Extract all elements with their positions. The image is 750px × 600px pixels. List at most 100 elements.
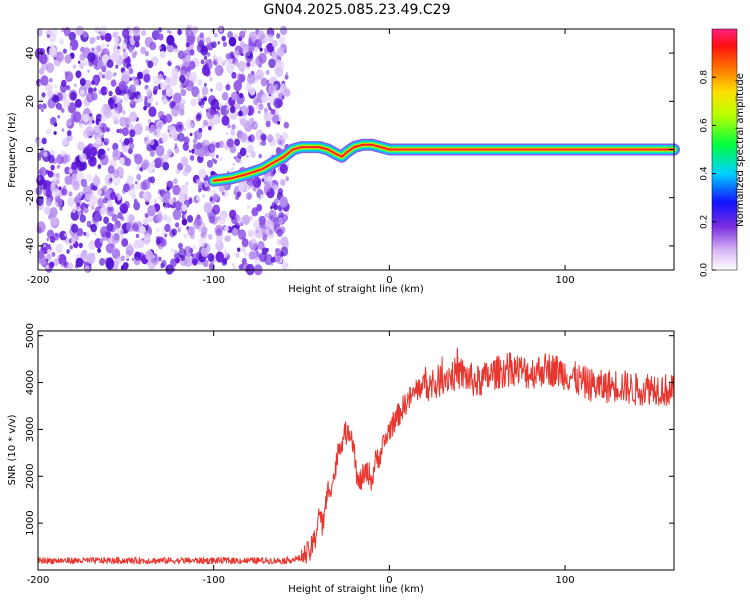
noise-blob [109, 73, 114, 78]
noise-blob [209, 76, 213, 82]
noise-blob [96, 188, 103, 196]
noise-blob [259, 220, 265, 229]
x-tick-label: -200 [27, 275, 50, 286]
noise-blob [52, 188, 60, 197]
noise-blob [232, 115, 235, 120]
noise-blob [120, 265, 125, 270]
noise-blob [285, 72, 289, 76]
noise-blob [125, 123, 129, 128]
noise-blob [226, 235, 232, 243]
noise-blob [109, 177, 113, 182]
noise-blob [203, 202, 213, 214]
noise-blob [103, 216, 109, 224]
noise-blob [58, 186, 62, 191]
noise-blob [143, 105, 147, 111]
noise-blob [275, 132, 281, 139]
noise-blob [133, 239, 141, 249]
noise-blob [263, 182, 271, 192]
noise-blob [106, 205, 115, 217]
noise-blob [64, 166, 71, 175]
noise-blob [249, 87, 256, 96]
noise-blob [247, 140, 250, 145]
noise-blob [200, 247, 209, 258]
noise-blob [42, 103, 47, 110]
noise-blob [134, 50, 138, 55]
noise-blob [80, 190, 84, 196]
noise-blob [196, 112, 202, 119]
noise-blob [245, 51, 254, 62]
noise-blob [267, 105, 271, 110]
noise-blob [111, 232, 120, 244]
noise-blob [216, 56, 223, 65]
noise-blob [164, 76, 171, 84]
noise-blob [106, 43, 110, 48]
noise-blob [278, 35, 286, 45]
noise-blob [260, 133, 267, 142]
noise-blob [201, 124, 205, 129]
noise-blob [226, 106, 230, 111]
noise-blob [42, 259, 48, 267]
noise-blob [179, 184, 188, 196]
noise-blob [61, 187, 68, 196]
noise-blob [280, 25, 288, 36]
noise-blob [250, 150, 256, 158]
noise-blob [277, 217, 284, 225]
y-tick-label: 1000 [25, 510, 36, 535]
noise-blob [221, 35, 226, 42]
noise-blob [198, 40, 205, 48]
noise-blob [54, 233, 59, 238]
noise-blob [235, 252, 240, 258]
noise-blob [113, 73, 116, 78]
noise-blob [258, 52, 267, 64]
noise-blob [281, 132, 288, 140]
noise-blob [175, 121, 184, 133]
noise-blob [259, 47, 263, 52]
noise-blob [208, 126, 212, 131]
noise-blob [112, 95, 118, 102]
spectrogram-noise [34, 24, 291, 276]
noise-blob [239, 40, 245, 48]
noise-blob [207, 253, 215, 262]
colorbar-tick-label: 0.4 [700, 166, 710, 181]
noise-blob [265, 120, 271, 128]
noise-blob [94, 26, 100, 34]
noise-blob [252, 186, 257, 192]
noise-blob [66, 249, 70, 254]
noise-blob [255, 105, 259, 109]
noise-blob [172, 208, 182, 221]
colorbar-gradient [711, 28, 738, 271]
noise-blob [149, 139, 155, 146]
noise-blob [82, 59, 88, 66]
noise-blob [227, 123, 231, 129]
noise-blob [52, 172, 61, 183]
noise-blob [123, 261, 129, 269]
noise-blob [208, 262, 215, 271]
noise-blob [46, 237, 49, 242]
noise-blob [145, 125, 150, 132]
x-tick-label: 100 [556, 575, 575, 586]
noise-blob [144, 95, 149, 101]
noise-blob [263, 107, 268, 113]
noise-blob [86, 220, 92, 228]
noise-blob [232, 162, 235, 166]
colorbar-tick-label: 0.0 [700, 263, 710, 278]
y-tick-label: 0 [25, 146, 36, 152]
noise-blob [70, 91, 77, 101]
noise-blob [190, 98, 197, 107]
noise-blob [281, 95, 285, 100]
noise-blob [133, 201, 141, 211]
noise-blob [64, 232, 68, 237]
noise-blob [126, 221, 135, 232]
noise-blob [63, 185, 67, 189]
noise-blob [165, 216, 172, 225]
noise-blob [133, 257, 141, 266]
noise-blob [99, 61, 103, 65]
noise-blob [215, 142, 221, 149]
noise-blob [57, 255, 60, 259]
noise-blob [284, 210, 290, 216]
noise-blob [221, 61, 226, 67]
noise-blob [136, 173, 142, 181]
noise-blob [271, 39, 278, 48]
noise-blob [239, 30, 246, 39]
noise-blob [222, 189, 229, 198]
